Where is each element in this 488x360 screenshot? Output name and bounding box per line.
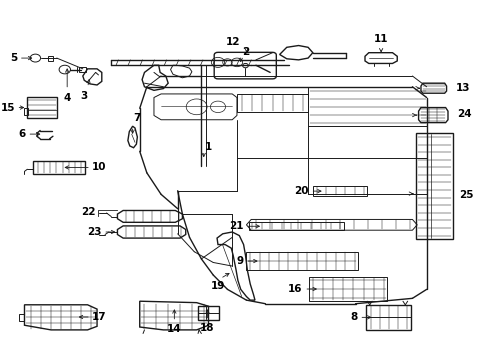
Text: 14: 14 xyxy=(167,324,182,334)
Text: 10: 10 xyxy=(92,162,106,172)
Text: 7: 7 xyxy=(133,113,141,123)
Bar xyxy=(33,161,85,174)
Text: 19: 19 xyxy=(210,281,224,291)
Text: 24: 24 xyxy=(457,109,471,119)
Bar xyxy=(308,277,386,301)
Bar xyxy=(246,252,357,270)
Text: 22: 22 xyxy=(81,207,96,217)
Bar xyxy=(248,222,343,230)
Bar xyxy=(365,305,410,330)
Bar xyxy=(415,134,452,239)
Text: 6: 6 xyxy=(19,129,26,139)
Text: 5: 5 xyxy=(11,53,18,63)
Text: 2: 2 xyxy=(241,46,248,57)
Bar xyxy=(312,186,366,196)
Text: 1: 1 xyxy=(204,142,211,152)
Text: 12: 12 xyxy=(225,37,240,46)
Bar xyxy=(79,67,86,72)
Text: 21: 21 xyxy=(229,221,244,231)
Text: 4: 4 xyxy=(63,93,71,103)
Text: 20: 20 xyxy=(294,186,308,196)
Bar xyxy=(48,55,53,60)
Text: 11: 11 xyxy=(373,35,387,44)
Text: 16: 16 xyxy=(287,284,302,294)
Bar xyxy=(27,97,57,118)
Bar xyxy=(198,306,219,320)
Text: 3: 3 xyxy=(81,91,88,101)
Text: 17: 17 xyxy=(92,312,107,322)
Text: 15: 15 xyxy=(1,103,16,113)
Text: 8: 8 xyxy=(350,312,357,322)
Text: 13: 13 xyxy=(455,83,469,93)
Text: 18: 18 xyxy=(200,323,214,333)
Text: 25: 25 xyxy=(458,190,472,200)
Text: 23: 23 xyxy=(87,227,102,237)
Text: 9: 9 xyxy=(237,256,244,266)
Bar xyxy=(23,108,28,115)
